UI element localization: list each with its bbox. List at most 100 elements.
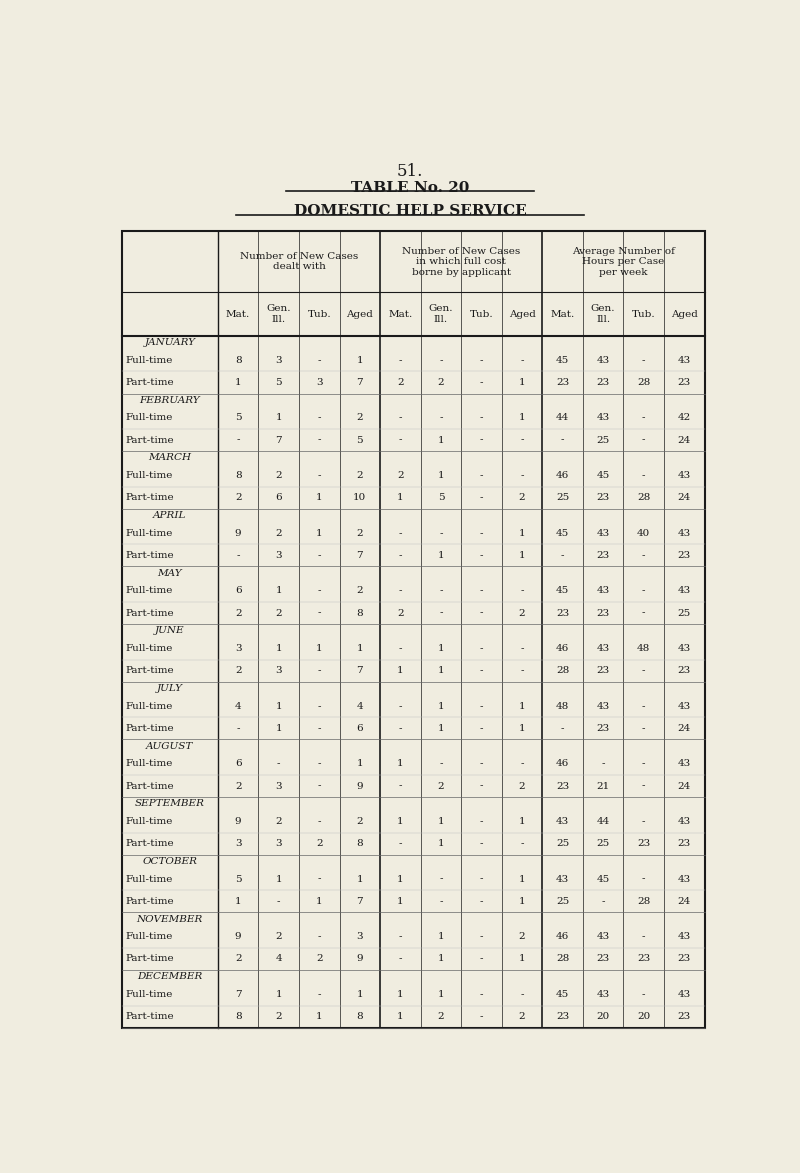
Text: JANUARY: JANUARY xyxy=(144,338,195,347)
Text: 23: 23 xyxy=(678,1012,691,1022)
Text: -: - xyxy=(480,781,483,791)
Text: -: - xyxy=(642,724,646,733)
Text: 23: 23 xyxy=(597,666,610,676)
Text: Part-time: Part-time xyxy=(126,897,174,906)
Text: 2: 2 xyxy=(235,781,242,791)
Text: 2: 2 xyxy=(518,609,526,617)
Text: -: - xyxy=(398,839,402,848)
Text: -: - xyxy=(520,644,524,653)
Text: 23: 23 xyxy=(597,493,610,502)
Text: 20: 20 xyxy=(597,1012,610,1022)
Text: -: - xyxy=(398,413,402,422)
Text: -: - xyxy=(480,413,483,422)
Text: -: - xyxy=(236,435,240,445)
Text: -: - xyxy=(480,355,483,365)
Text: -: - xyxy=(439,413,442,422)
Text: 24: 24 xyxy=(678,435,691,445)
Text: 1: 1 xyxy=(518,701,526,711)
Text: -: - xyxy=(561,551,564,560)
Text: 4: 4 xyxy=(275,955,282,963)
Text: Full-time: Full-time xyxy=(126,529,173,537)
Text: Full-time: Full-time xyxy=(126,933,173,941)
Text: 2: 2 xyxy=(397,609,404,617)
Text: 45: 45 xyxy=(556,586,569,596)
Text: -: - xyxy=(480,493,483,502)
Text: Tub.: Tub. xyxy=(470,310,494,319)
Text: 2: 2 xyxy=(518,933,526,941)
Text: 43: 43 xyxy=(597,529,610,537)
Text: 2: 2 xyxy=(438,378,444,387)
Text: 2: 2 xyxy=(235,955,242,963)
Text: MARCH: MARCH xyxy=(148,453,191,462)
Text: 1: 1 xyxy=(518,378,526,387)
Text: Average Number of
Hours per Case
per week: Average Number of Hours per Case per wee… xyxy=(572,246,675,277)
Text: 9: 9 xyxy=(357,955,363,963)
Text: 1: 1 xyxy=(357,355,363,365)
Text: Part-time: Part-time xyxy=(126,493,174,502)
Text: 1: 1 xyxy=(397,759,404,768)
Text: 23: 23 xyxy=(678,839,691,848)
Text: 1: 1 xyxy=(316,529,322,537)
Text: 8: 8 xyxy=(357,839,363,848)
Text: 28: 28 xyxy=(556,666,569,676)
Text: -: - xyxy=(318,816,321,826)
Text: Part-time: Part-time xyxy=(126,609,174,617)
Text: -: - xyxy=(642,701,646,711)
Text: 23: 23 xyxy=(678,666,691,676)
Text: 46: 46 xyxy=(556,472,569,480)
Text: 45: 45 xyxy=(597,875,610,883)
Text: -: - xyxy=(480,1012,483,1022)
Text: 24: 24 xyxy=(678,724,691,733)
Text: 2: 2 xyxy=(518,781,526,791)
Text: -: - xyxy=(236,724,240,733)
Text: -: - xyxy=(318,355,321,365)
Text: -: - xyxy=(318,990,321,999)
Text: 1: 1 xyxy=(357,990,363,999)
Text: 24: 24 xyxy=(678,897,691,906)
Text: 8: 8 xyxy=(235,355,242,365)
Text: -: - xyxy=(642,666,646,676)
Text: 45: 45 xyxy=(556,990,569,999)
Text: 2: 2 xyxy=(357,816,363,826)
Text: -: - xyxy=(642,759,646,768)
Text: Gen.
Ill.: Gen. Ill. xyxy=(266,305,291,324)
Text: -: - xyxy=(480,609,483,617)
Text: 3: 3 xyxy=(235,644,242,653)
Text: -: - xyxy=(439,897,442,906)
Text: 1: 1 xyxy=(235,378,242,387)
Text: -: - xyxy=(480,551,483,560)
Text: 9: 9 xyxy=(357,781,363,791)
Text: Number of New Cases
in which full cost
borne by applicant: Number of New Cases in which full cost b… xyxy=(402,246,520,277)
Text: 43: 43 xyxy=(678,759,691,768)
Text: -: - xyxy=(520,435,524,445)
Text: 48: 48 xyxy=(637,644,650,653)
Text: Full-time: Full-time xyxy=(126,816,173,826)
Text: -: - xyxy=(480,839,483,848)
Text: -: - xyxy=(602,759,605,768)
Text: 1: 1 xyxy=(357,759,363,768)
Text: -: - xyxy=(318,413,321,422)
Text: 46: 46 xyxy=(556,759,569,768)
Text: 1: 1 xyxy=(518,875,526,883)
Text: 7: 7 xyxy=(357,378,363,387)
Text: 43: 43 xyxy=(597,586,610,596)
Text: 2: 2 xyxy=(235,609,242,617)
Text: Full-time: Full-time xyxy=(126,701,173,711)
Text: Full-time: Full-time xyxy=(126,355,173,365)
Text: -: - xyxy=(398,781,402,791)
Text: -: - xyxy=(480,435,483,445)
Text: -: - xyxy=(398,933,402,941)
Text: 20: 20 xyxy=(637,1012,650,1022)
Text: 9: 9 xyxy=(235,816,242,826)
Text: 1: 1 xyxy=(275,644,282,653)
Text: Part-time: Part-time xyxy=(126,378,174,387)
Text: 5: 5 xyxy=(235,875,242,883)
Text: 43: 43 xyxy=(597,644,610,653)
Text: 1: 1 xyxy=(518,413,526,422)
Text: DOMESTIC HELP SERVICE: DOMESTIC HELP SERVICE xyxy=(294,204,526,218)
Text: 2: 2 xyxy=(275,1012,282,1022)
Text: -: - xyxy=(236,551,240,560)
Text: 2: 2 xyxy=(275,816,282,826)
Text: 2: 2 xyxy=(316,955,322,963)
Text: 23: 23 xyxy=(556,609,569,617)
